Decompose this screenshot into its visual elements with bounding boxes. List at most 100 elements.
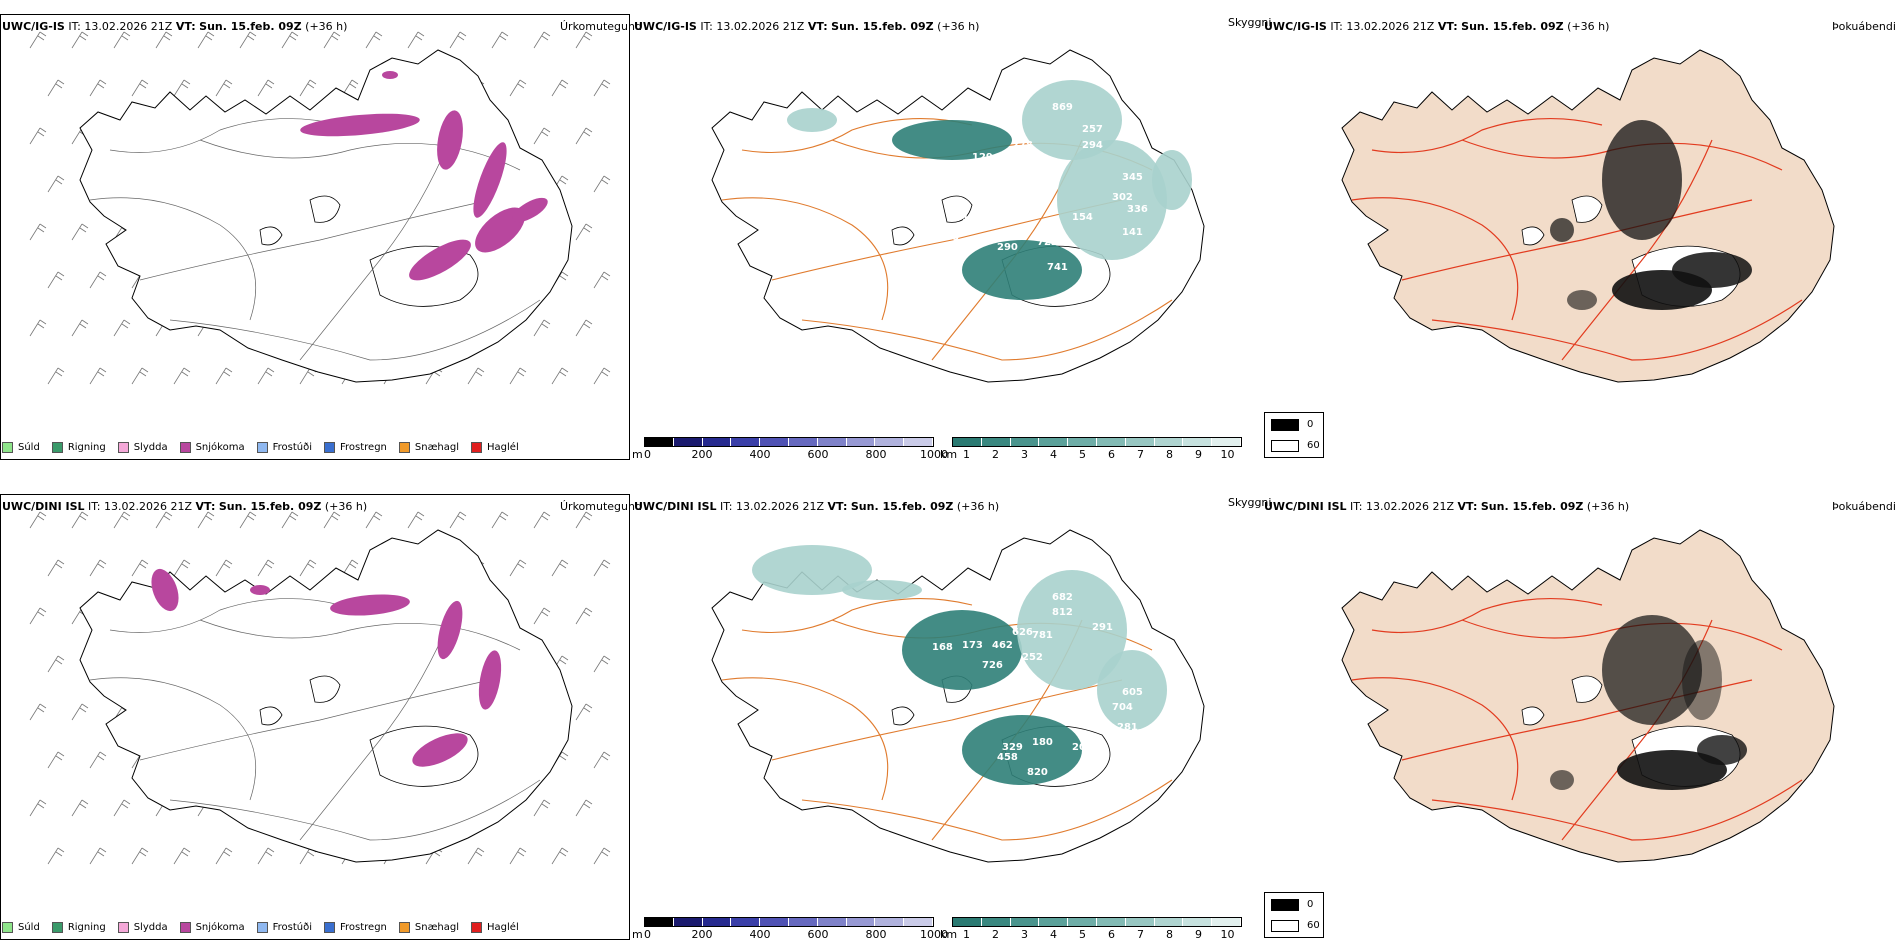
wind-barb [593, 655, 611, 673]
wind-barb [281, 511, 299, 529]
legend-swatch [398, 921, 410, 933]
road-line [299, 139, 451, 361]
init-label: IT: [700, 20, 713, 33]
colorbar-segment [788, 918, 818, 926]
ceiling-value-label: 180 [1032, 737, 1053, 748]
colorbar-segment [846, 438, 876, 446]
init-label: IT: [88, 500, 101, 513]
wind-barb [155, 511, 173, 529]
colorbar-strip [644, 917, 934, 927]
wind-barb [47, 271, 65, 289]
colorbar-tick: 0 [644, 928, 651, 941]
legend-label: Slydda [133, 921, 168, 933]
wind-barb [407, 511, 425, 529]
low-cloud-area [1097, 650, 1167, 730]
ceiling-value-label: 291 [1092, 622, 1113, 633]
road-line [801, 299, 1173, 361]
wind-barb [365, 31, 383, 49]
legend-label: Frostúði [272, 441, 312, 453]
colorbar-ticks: 1 2 3 4 5 6 7 8 9 10 [952, 448, 1242, 461]
snow-area [300, 113, 420, 137]
wind-barb [467, 847, 485, 865]
model-name: UWC/IG-IS [1264, 20, 1327, 33]
fog-area [1617, 750, 1727, 790]
init-label: IT: [720, 500, 733, 513]
road-line [109, 118, 341, 153]
fog-label-0: 0 [1307, 899, 1314, 910]
road-line [1371, 597, 1603, 634]
wind-barb [533, 319, 551, 337]
model-name: UWC/DINI ISL [1264, 500, 1347, 513]
colorbar-segment [1125, 918, 1155, 926]
wind-barb [173, 79, 191, 97]
colorbar-segment [817, 918, 847, 926]
ceiling-value-label: 302 [1112, 192, 1133, 203]
wind-barb [593, 847, 611, 865]
wind-barb [173, 847, 191, 865]
model-name: UWC/DINI ISL [2, 500, 85, 513]
legend-swatch [51, 921, 63, 933]
legend-swatch [179, 441, 191, 453]
legend-label: Frostregn [340, 441, 387, 453]
colorbar-unit: m [632, 928, 643, 941]
panel-title: UWC/IG-IS IT: 13.02.2026 21Z VT: Sun. 15… [1264, 20, 1609, 33]
fog-label-60: 60 [1307, 440, 1320, 451]
ceiling-value-label: 168 [932, 642, 953, 653]
ceiling-value-label: 812 [1052, 607, 1073, 618]
wind-barb [173, 367, 191, 385]
legend-label: Súld [18, 441, 40, 453]
wind-barb [47, 175, 65, 193]
wind-barb [533, 31, 551, 49]
ceiling-value-label: 16 [992, 172, 1006, 183]
wind-barb [365, 511, 383, 529]
legend-swatch [179, 921, 191, 933]
colorbar-segment [846, 918, 876, 926]
colorbar-segment [1125, 438, 1155, 446]
wind-barb [215, 79, 233, 97]
wind-barb [593, 175, 611, 193]
wind-barb [29, 511, 47, 529]
wind-barb [197, 31, 215, 49]
glacier-langjokull [891, 226, 915, 246]
wind-barb [215, 559, 233, 577]
wind-barb [281, 31, 299, 49]
precip-legend: Súld Rigning Slydda Snjókoma Frostúði Frostre… [2, 918, 519, 936]
wind-barb [575, 703, 593, 721]
low-cloud-area [962, 715, 1082, 785]
legend-swatch [117, 441, 129, 453]
wind-barb [551, 79, 569, 97]
colorbar-tick: 10 [1220, 928, 1235, 941]
ceiling-value-label: 150 [972, 168, 993, 179]
wind-barb [131, 367, 149, 385]
legend-label: Snjókoma [195, 921, 245, 933]
colorbar-segment [1039, 918, 1069, 926]
panel-frame [0, 494, 630, 940]
fog-area [1697, 735, 1747, 765]
panel-type-label: Skyggni [1228, 496, 1272, 509]
ceiling-value-label: 345 [1122, 172, 1143, 183]
colorbar-segment [760, 918, 789, 926]
panel-title: UWC/DINI ISL IT: 13.02.2026 21Z VT: Sun.… [1264, 500, 1629, 513]
colorbar-segment [645, 918, 674, 926]
wind-barb [257, 367, 275, 385]
ceiling-value-label: 722 [1037, 237, 1058, 248]
wind-barb [71, 223, 89, 241]
fog-area [1682, 640, 1722, 720]
colorbar-tick: 800 [865, 448, 887, 461]
wind-barb [593, 559, 611, 577]
iceland-map-visibility: 682 812 781 291 173 462 626 252 726 168 30 214 225 32… [711, 529, 1205, 863]
ceiling-value-label: 202 [1072, 742, 1093, 753]
ceiling-value-label: 129 [972, 152, 993, 163]
legend-item-haglél: Haglél [471, 921, 519, 933]
wind-barb [593, 367, 611, 385]
snow-area [409, 239, 471, 281]
valid-label: VT: [175, 20, 196, 33]
panel-type-label: Þokuábendi [1832, 20, 1896, 33]
wind-barb [47, 79, 65, 97]
colorbar-tick: 7 [1137, 448, 1144, 461]
low-cloud-area [1022, 80, 1122, 160]
glacier-langjokull [891, 706, 915, 726]
wind-barb [449, 31, 467, 49]
wind-barb [509, 847, 527, 865]
wind-barb [47, 559, 65, 577]
